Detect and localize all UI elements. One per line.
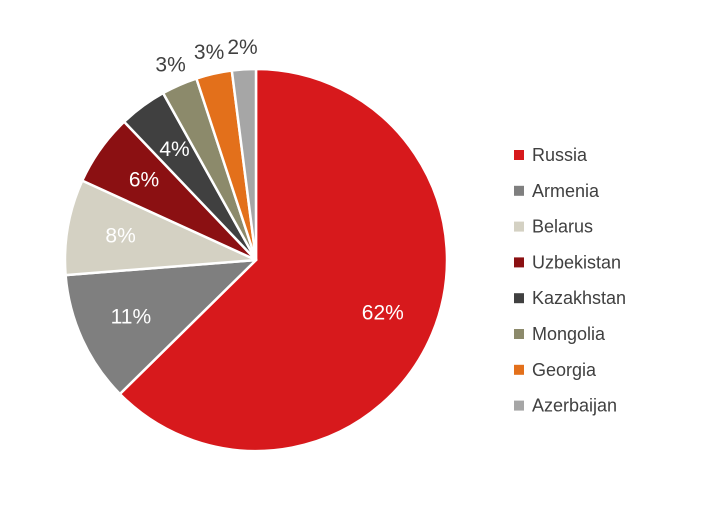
legend-label: Azerbaijan bbox=[532, 396, 617, 416]
legend: Russia Armenia Belarus Uzbekistan Kazakhstan… bbox=[514, 145, 626, 416]
pie-slice-belarus bbox=[63, 179, 258, 277]
data-label-kazakhstan: 4% bbox=[159, 138, 189, 161]
legend-item-uzbekistan: Uzbekistan bbox=[514, 252, 621, 272]
data-label-russia: 62% bbox=[362, 302, 404, 325]
pie-slices bbox=[63, 67, 449, 453]
legend-item-armenia: Armenia bbox=[514, 181, 600, 201]
legend-item-georgia: Georgia bbox=[514, 360, 597, 380]
data-label-belarus: 8% bbox=[105, 225, 135, 248]
legend-item-russia: Russia bbox=[514, 145, 588, 165]
data-label-mongolia: 3% bbox=[155, 53, 185, 76]
legend-swatch bbox=[514, 221, 524, 232]
legend-swatch bbox=[514, 150, 524, 160]
legend-label: Armenia bbox=[532, 181, 600, 201]
legend-item-kazakhstan: Kazakhstan bbox=[514, 288, 626, 308]
legend-label: Russia bbox=[532, 145, 588, 165]
pie-slice-armenia bbox=[64, 258, 258, 396]
pie-slice-russia bbox=[118, 67, 449, 453]
legend-label: Belarus bbox=[532, 217, 593, 237]
legend-swatch bbox=[514, 364, 524, 375]
pie-data-labels: 62%11%8%6%4%3%3% 2% bbox=[105, 36, 403, 329]
legend-label: Georgia bbox=[532, 360, 597, 380]
data-label-georgia: 3% bbox=[194, 41, 224, 64]
legend-label: Kazakhstan bbox=[532, 288, 626, 308]
pie-slice-azerbaijan bbox=[230, 67, 258, 262]
data-label-uzbekistan: 6% bbox=[129, 169, 159, 192]
legend-label: Mongolia bbox=[532, 324, 606, 344]
legend-item-belarus: Belarus bbox=[514, 217, 593, 237]
legend-swatch bbox=[514, 293, 524, 304]
data-label-azerbaijan: 2% bbox=[227, 36, 257, 59]
legend-swatch bbox=[514, 185, 524, 196]
legend-swatch bbox=[514, 257, 524, 268]
legend-swatch bbox=[514, 400, 524, 411]
legend-swatch bbox=[514, 329, 524, 339]
legend-item-azerbaijan: Azerbaijan bbox=[514, 396, 617, 416]
legend-item-mongolia: Mongolia bbox=[514, 324, 606, 344]
data-label-armenia: 11% bbox=[111, 306, 151, 329]
legend-label: Uzbekistan bbox=[532, 252, 621, 272]
